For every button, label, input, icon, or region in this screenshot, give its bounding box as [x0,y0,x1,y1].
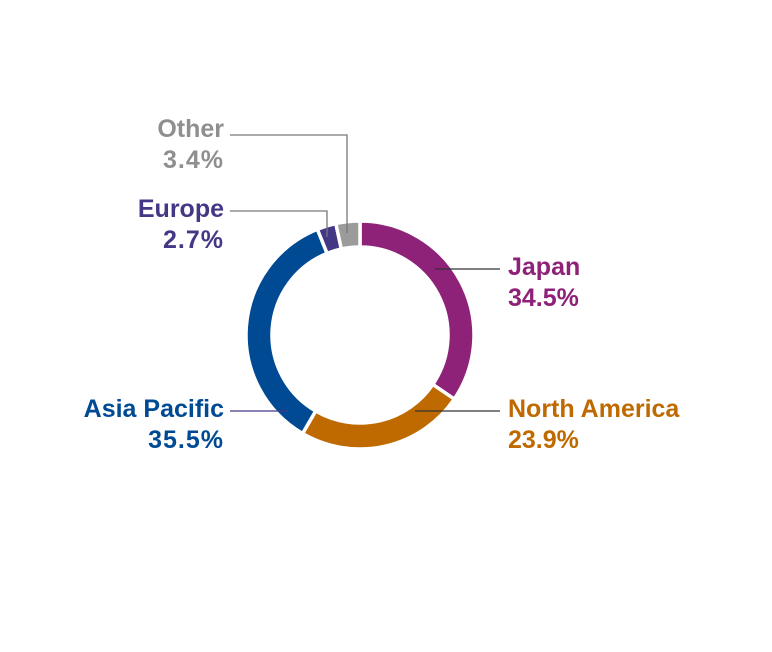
label-other-value: 3.4% [163,146,224,174]
slice-north-america [300,382,457,451]
slice-asia-pacific [244,226,330,436]
leader-other [230,134,348,233]
label-asia-pacific-name: Asia Pacific [83,395,224,423]
label-japan-name: Japan [508,253,581,281]
label-japan-value: 34.5% [508,284,579,312]
label-europe: Europe 2.7% [138,194,224,256]
label-other: Other 3.4% [157,114,224,176]
label-europe-name: Europe [137,195,224,223]
label-north-america-value: 23.9% [508,426,579,454]
label-other-name: Other [157,115,224,143]
label-europe-value: 2.7% [163,226,224,254]
slice-japan [358,219,476,402]
slice-other [333,219,362,252]
label-north-america: North America 23.9% [508,394,679,456]
label-asia-pacific-value: 35.5% [148,426,224,454]
leader-europe [230,210,328,237]
label-asia-pacific: Asia Pacific 35.5% [84,394,224,456]
label-japan: Japan 34.5% [508,252,580,314]
label-north-america-name: North America [508,395,680,423]
